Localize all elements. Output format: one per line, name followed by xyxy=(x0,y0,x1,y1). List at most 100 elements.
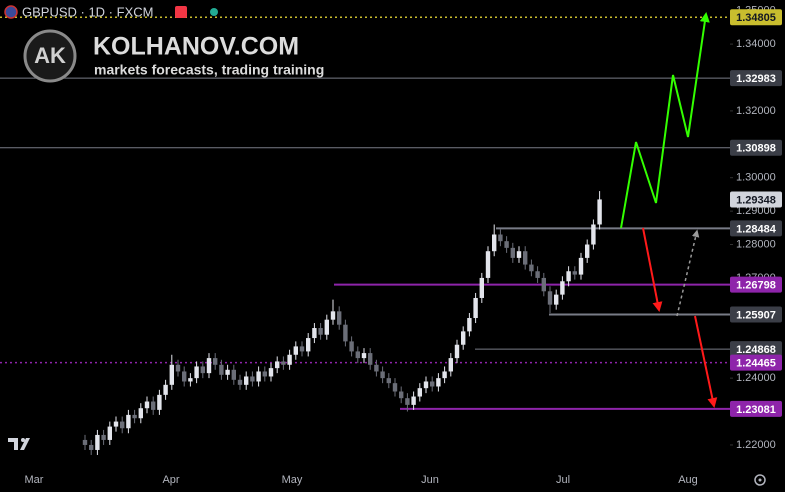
y-tick-label: 1.24000 xyxy=(736,372,776,384)
candle-body xyxy=(281,361,286,365)
level-box xyxy=(730,139,782,156)
candle-body xyxy=(268,368,274,377)
symbol-flag xyxy=(4,5,18,19)
candle-body xyxy=(194,366,199,379)
candle-body xyxy=(188,378,193,382)
level-label: 1.26798 xyxy=(736,280,776,292)
candle-body xyxy=(169,364,174,385)
settings-icon[interactable] xyxy=(754,474,766,486)
forecast-arrows xyxy=(620,12,718,408)
level-box xyxy=(730,220,782,237)
candle-body xyxy=(541,277,546,292)
candle-body xyxy=(361,353,367,359)
candle-body xyxy=(206,358,212,374)
candle-body xyxy=(343,324,348,342)
candle-body xyxy=(448,358,453,372)
candle-body xyxy=(386,378,391,384)
symbol-label[interactable]: GBPUSD · 1D · FXCM xyxy=(22,4,153,19)
tradingview-logo[interactable] xyxy=(8,438,30,450)
candle-body xyxy=(436,378,441,387)
candle-body xyxy=(225,369,230,375)
candle-body xyxy=(182,371,187,382)
candle-body xyxy=(492,234,497,252)
candle-body xyxy=(591,224,596,245)
candle-body xyxy=(467,318,472,332)
candle-body xyxy=(411,396,416,405)
level-label: 1.28484 xyxy=(736,223,777,235)
level-labels: 1.34805 1.32983 1.30898 1.29348 1.28484 1.267… xyxy=(730,9,782,417)
candle-body xyxy=(95,434,100,450)
candle-body xyxy=(392,383,398,392)
candle-body xyxy=(144,401,150,409)
candle-body xyxy=(250,376,255,382)
candle-body xyxy=(554,294,559,305)
x-tick-label: Jun xyxy=(421,474,439,486)
candle-body xyxy=(430,381,435,387)
candle-body xyxy=(299,346,305,352)
status-dot xyxy=(210,8,218,16)
candle-body xyxy=(405,398,410,405)
settings[interactable] xyxy=(754,474,766,486)
candle-body xyxy=(479,277,484,298)
candle-body xyxy=(355,351,360,359)
candle-body xyxy=(330,311,336,320)
candle-body xyxy=(113,421,119,427)
watermark: AK KOLHANOV.COM markets forecasts, tradi… xyxy=(23,29,324,83)
settings-icon-center xyxy=(758,478,762,482)
candle-body xyxy=(337,311,342,325)
level-box xyxy=(730,191,782,208)
candle-body xyxy=(324,319,329,335)
candle-body xyxy=(213,358,218,365)
candle-body xyxy=(417,388,422,397)
candle-body xyxy=(318,328,323,335)
x-tick-label: May xyxy=(282,474,303,486)
level-label: 1.23081 xyxy=(736,404,776,416)
candle-body xyxy=(585,244,590,258)
candle-body xyxy=(256,371,261,382)
level-box xyxy=(730,306,782,323)
retest-arrow xyxy=(676,229,700,317)
candle-body xyxy=(89,444,94,450)
candle-body xyxy=(132,414,137,419)
candle-body xyxy=(237,379,243,385)
bearish-arrow xyxy=(694,315,718,408)
level-box xyxy=(730,341,782,358)
y-tick-label: 1.30000 xyxy=(736,172,776,184)
tv-logo-dot xyxy=(21,438,25,442)
levels-layer xyxy=(0,16,730,410)
header: GBPUSD · 1D · FXCM xyxy=(4,4,218,19)
candle-body xyxy=(262,371,267,377)
candle-body xyxy=(535,271,540,278)
y-tick-label: 1.34000 xyxy=(736,38,776,50)
candle-body xyxy=(368,353,373,365)
x-tick-label: Apr xyxy=(162,474,179,486)
candle-body xyxy=(510,247,515,258)
candle-body xyxy=(107,426,112,440)
level-label: 1.24868 xyxy=(736,344,776,356)
candle-body xyxy=(399,391,404,399)
level-label: 1.29348 xyxy=(736,194,776,206)
candle-body xyxy=(293,346,298,355)
x-tick-label: Mar xyxy=(25,474,44,486)
flag-icon[interactable] xyxy=(175,6,187,18)
candle-body xyxy=(442,371,447,379)
candle-body xyxy=(461,331,466,345)
candle-body xyxy=(578,257,584,275)
y-tick-label: 1.28000 xyxy=(736,238,776,250)
candle-body xyxy=(138,408,143,419)
candle-body xyxy=(423,381,429,389)
y-tick-label: 1.32000 xyxy=(736,105,776,117)
candle-body xyxy=(560,281,565,295)
level-box xyxy=(730,70,782,87)
candle-body xyxy=(504,241,509,248)
level-box xyxy=(730,276,782,293)
candle-body xyxy=(516,251,522,258)
candle-body xyxy=(151,401,156,410)
candle-body xyxy=(529,264,534,272)
candle-body xyxy=(82,439,88,445)
candle-body xyxy=(275,361,280,369)
level-box xyxy=(730,400,782,417)
x-tick-label: Jul xyxy=(556,474,570,486)
